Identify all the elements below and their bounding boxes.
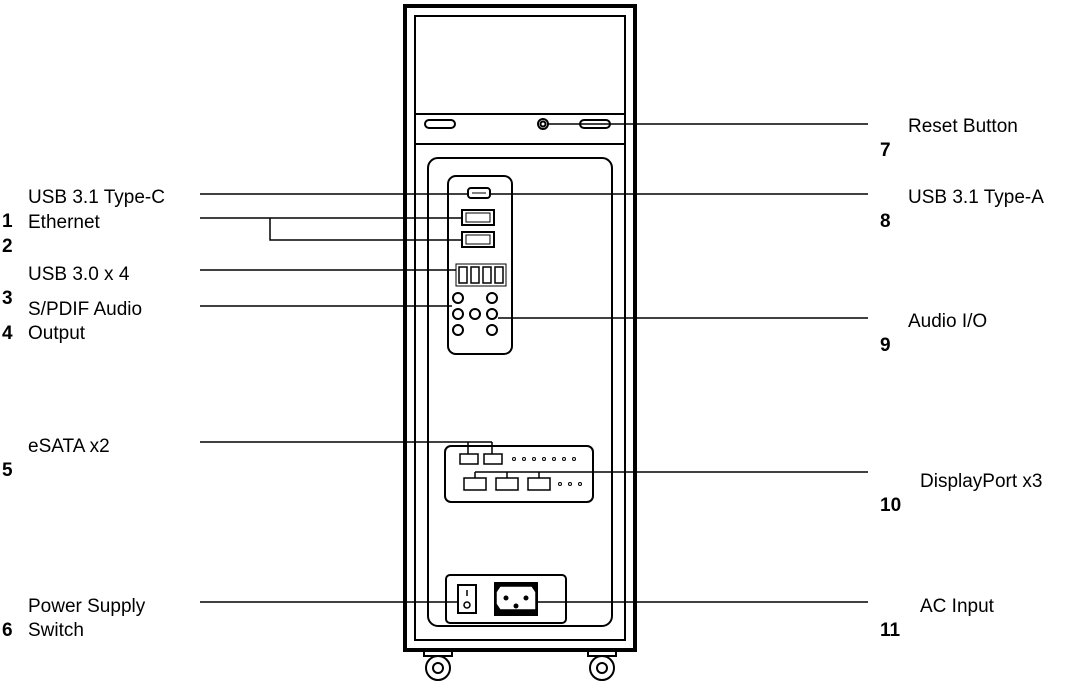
top-slot-left [425, 120, 455, 128]
audio-jack-5 [453, 325, 463, 335]
displayport-3 [528, 478, 550, 490]
usb3-port-2 [471, 267, 479, 283]
callout-11-text: AC Input [920, 595, 994, 619]
gpu-vent-dots [513, 458, 576, 461]
gpu-vent-dots-2 [559, 483, 582, 486]
usb3-port-4 [495, 267, 503, 283]
audio-jack-4 [487, 309, 497, 319]
callout-1-text: USB 3.1 Type-C [28, 186, 165, 210]
psu-switch-o [464, 602, 470, 608]
callout-2: 2 [2, 211, 13, 259]
tower-inner [415, 16, 625, 640]
ethernet-port-2 [462, 232, 494, 247]
callout-6-text: Power Supply Switch [28, 595, 145, 643]
psu-switch [458, 585, 476, 613]
callout-2-text: Ethernet [28, 211, 100, 235]
displayport-2 [496, 478, 518, 490]
audio-jack-1 [453, 293, 463, 303]
ethernet-port-1 [462, 210, 494, 225]
esata-port-2 [484, 454, 502, 464]
audio-jack-6 [487, 325, 497, 335]
io-cluster [448, 176, 512, 354]
usb3-port-1 [459, 267, 467, 283]
ac-pin-2 [524, 596, 529, 601]
callout-4: 4 [2, 298, 13, 346]
ac-pin-1 [504, 596, 509, 601]
ac-pin-3 [514, 604, 519, 609]
callout-9-text: Audio I/O [908, 310, 987, 334]
usb3-port-3 [483, 267, 491, 283]
callout-3-text: USB 3.0 x 4 [28, 263, 129, 287]
callout-9: 9 [880, 310, 891, 358]
callout-4-text: S/PDIF Audio Output [28, 298, 142, 346]
callout-num: 9 [880, 335, 891, 356]
callout-6: 6 [2, 595, 13, 643]
callout-11: 11 [880, 595, 900, 643]
esata-port-1 [460, 454, 478, 464]
reset-button-inner [541, 122, 546, 127]
callout-num: 7 [880, 140, 891, 161]
audio-jack-3 [453, 309, 463, 319]
tower-outer [405, 6, 635, 650]
callout-num: 5 [2, 460, 13, 481]
callout-num: 4 [2, 323, 13, 344]
rear-panel [428, 158, 612, 626]
callout-num: 2 [2, 236, 13, 257]
callout-7-text: Reset Button [908, 115, 1018, 139]
callout-num: 10 [880, 495, 901, 516]
callout-10: 10 [880, 470, 901, 518]
callout-10-text: DisplayPort x3 [920, 470, 1043, 494]
callout-5-text: eSATA x2 [28, 435, 110, 459]
diagram-canvas: 1 USB 3.1 Type-C 2 Ethernet 3 USB 3.0 x … [0, 0, 1091, 688]
caster-right [588, 650, 616, 680]
callout-5: 5 [2, 435, 13, 483]
callout-8-text: USB 3.1 Type-A [908, 186, 1044, 210]
spdif-port [470, 309, 480, 319]
callout-8: 8 [880, 186, 891, 234]
audio-jack-2 [487, 293, 497, 303]
caster-left [424, 650, 452, 680]
diagram-svg [0, 0, 1091, 688]
callout-num: 6 [2, 620, 13, 641]
callout-num: 8 [880, 211, 891, 232]
ethernet-inner-2 [466, 235, 490, 244]
callout-7: 7 [880, 115, 891, 163]
leader-lines [200, 124, 868, 602]
displayport-1 [464, 478, 486, 490]
leader-2b [270, 218, 462, 240]
ethernet-inner-1 [466, 213, 490, 222]
callout-num: 11 [880, 620, 900, 641]
